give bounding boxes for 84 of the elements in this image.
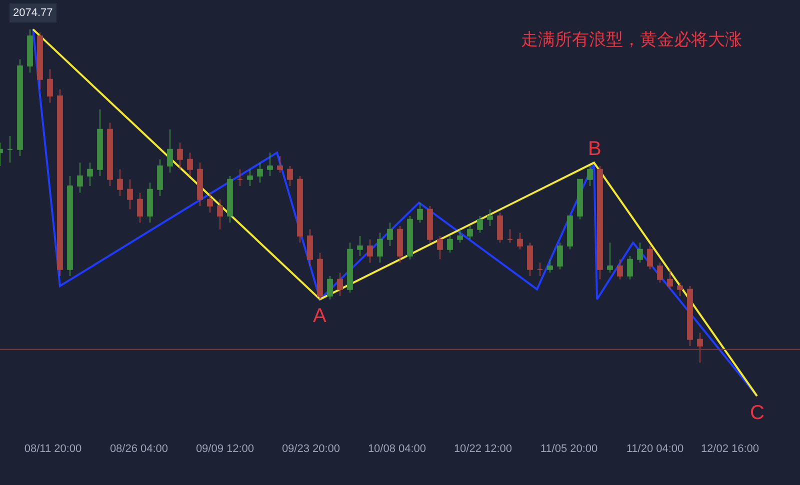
annotation: A: [313, 305, 327, 327]
candlestick: [577, 178, 583, 220]
candlestick: [367, 238, 373, 264]
candlestick: [537, 262, 543, 276]
candlestick: [647, 246, 653, 270]
candlestick: [137, 192, 143, 224]
annotation: B: [588, 138, 602, 160]
candlestick: [347, 242, 353, 294]
candlestick: [297, 176, 303, 244]
candlestick: [207, 192, 213, 214]
x-tick-label: 12/02 16:00: [700, 443, 760, 455]
candlestick: [587, 166, 593, 186]
candlestick: [287, 166, 293, 186]
candlestick: [247, 168, 253, 186]
candlestick: [37, 32, 43, 90]
x-tick-label: 09/23 20:00: [282, 443, 340, 455]
candlestick: [377, 232, 383, 264]
candlestick: [447, 236, 453, 254]
x-tick-label: 10/22 12:00: [454, 443, 512, 455]
candlestick: [677, 282, 683, 296]
candlestick: [547, 258, 553, 274]
candlestick: [617, 258, 623, 280]
candlestick: [177, 142, 183, 170]
candlestick: [467, 226, 473, 240]
candlestick: [627, 256, 633, 280]
candlestick: [167, 128, 173, 174]
candlestick: [97, 108, 103, 176]
candlestick: [17, 58, 23, 156]
candlestick: [27, 28, 33, 74]
candlestick: [667, 268, 673, 290]
candlestick: [507, 228, 513, 244]
candlestick: [227, 176, 233, 224]
candlestick: [87, 162, 93, 186]
x-tick-label: 08/26 04:00: [110, 443, 168, 455]
candlestick: [607, 242, 613, 274]
x-tick-label: 08/11 20:00: [24, 443, 82, 455]
candlestick: [317, 252, 323, 300]
candlestick: [457, 228, 463, 244]
candlestick: [597, 166, 603, 280]
candlestick: [697, 332, 703, 364]
candlestick: [387, 222, 393, 246]
candlestick: [277, 156, 283, 174]
candlestick: [147, 182, 153, 224]
candlestick: [527, 242, 533, 276]
candlestick: [267, 152, 273, 176]
candlestick: [7, 136, 13, 164]
candlestick: [417, 202, 423, 224]
candlestick: [687, 286, 693, 346]
candlestick: [487, 208, 493, 226]
candlestick: [307, 228, 313, 266]
x-tick-label: 09/09 12:00: [196, 443, 254, 455]
x-tick-label: 10/08 04:00: [368, 443, 426, 455]
candlestick: [197, 162, 203, 206]
candlestick: [497, 212, 503, 244]
candlestick: [217, 198, 223, 230]
annotation: 2074.77: [13, 7, 53, 19]
candlestick: [77, 162, 83, 194]
candlestick: [477, 216, 483, 234]
annotation: C: [750, 402, 764, 424]
candlestick: [427, 206, 433, 244]
candlestick: [47, 68, 53, 104]
candlestick: [657, 262, 663, 284]
candlestick: [357, 236, 363, 256]
x-tick-label: 11/20 04:00: [626, 443, 684, 455]
candlestick: [567, 216, 573, 250]
candlestick: [237, 168, 243, 186]
candlestick: [187, 152, 193, 176]
candlestick: [67, 176, 73, 276]
x-tick-label: 11/05 20:00: [540, 443, 598, 455]
candlestick: [517, 232, 523, 250]
candlestick: [407, 216, 413, 260]
candlestick: [127, 178, 133, 210]
candlestick: [117, 168, 123, 196]
candlestick: [337, 272, 343, 296]
candlestick: [437, 236, 443, 260]
candlestick: [257, 162, 263, 184]
candlestick: [397, 226, 403, 264]
candlestick: [57, 88, 63, 276]
annotation: 走满所有浪型，黄金必将大涨: [521, 30, 742, 49]
candlestick: [557, 242, 563, 270]
candlestick: [107, 122, 113, 186]
candlestick: [637, 242, 643, 264]
candlestick: [157, 158, 163, 196]
candlestick: [327, 276, 333, 300]
